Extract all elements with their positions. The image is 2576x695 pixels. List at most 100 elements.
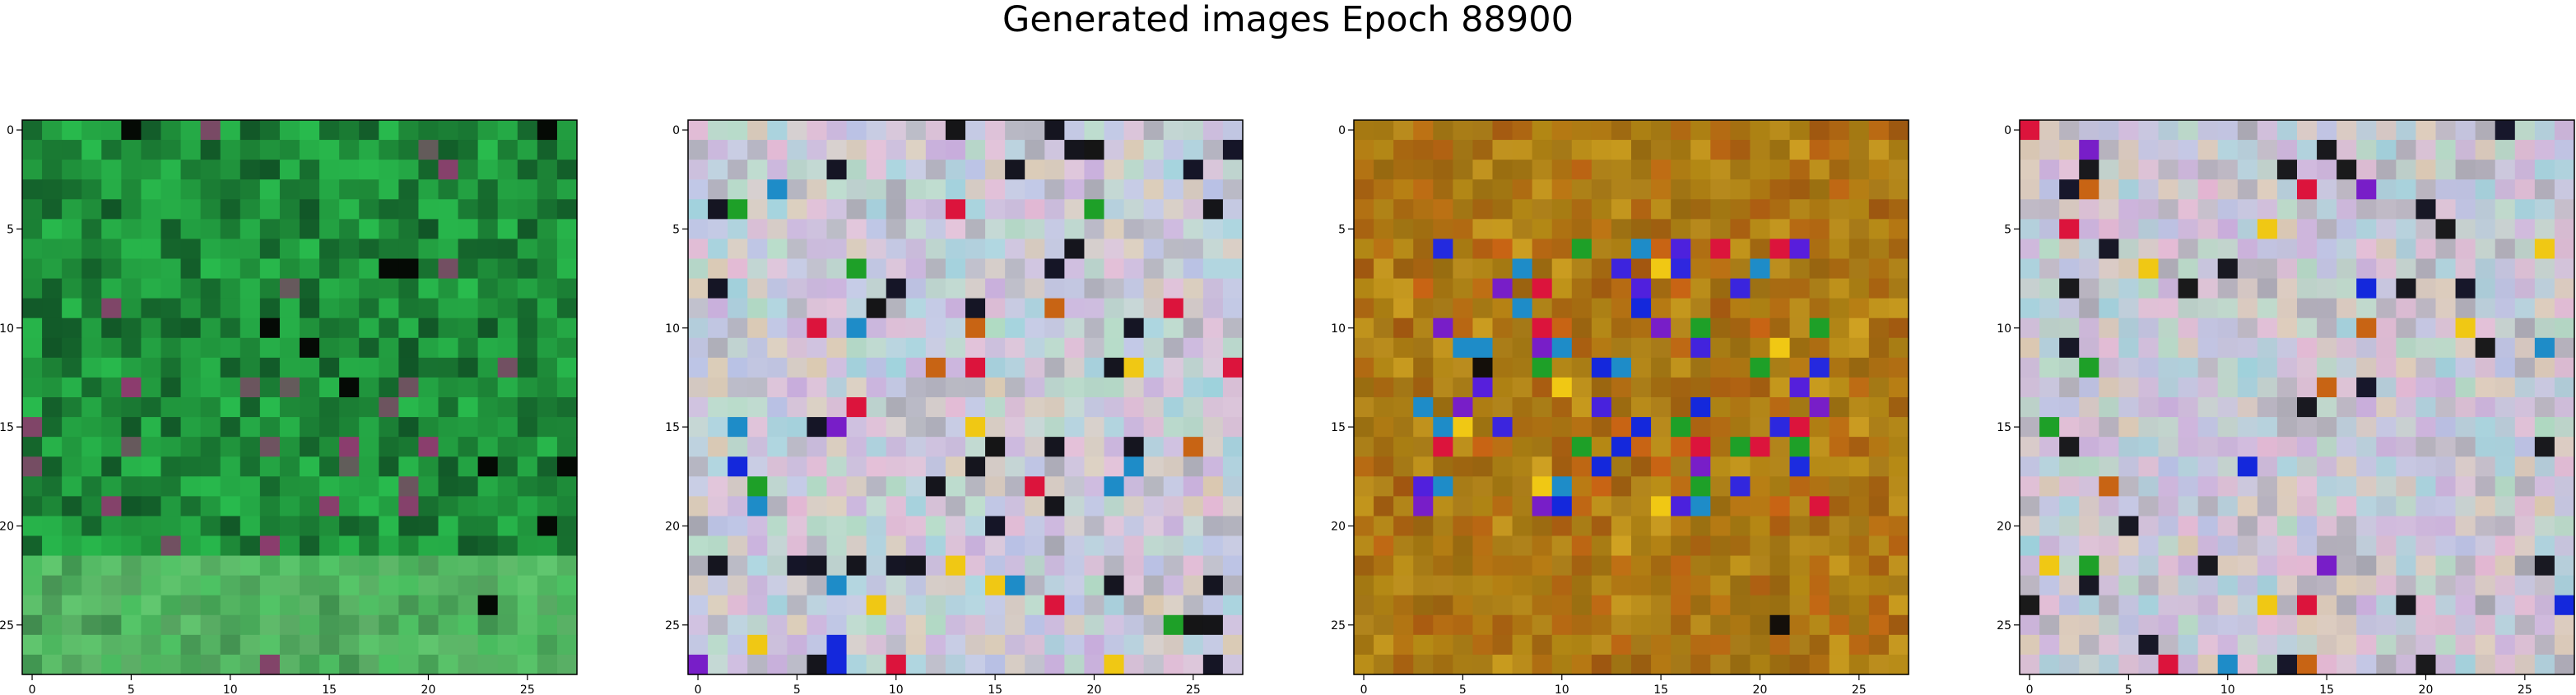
pixel-cell — [239, 417, 261, 438]
pixel-cell — [2079, 120, 2099, 141]
pixel-cell — [1005, 555, 1025, 577]
pixel-cell — [1651, 298, 1672, 319]
pixel-cell — [1143, 397, 1165, 418]
pixel-cell — [1354, 516, 1374, 537]
pixel-cell — [2297, 417, 2318, 438]
pixel-cell — [2495, 634, 2516, 656]
pixel-cell — [2337, 317, 2357, 339]
pixel-cell — [537, 377, 558, 398]
pixel-cell — [1393, 337, 1414, 359]
pixel-cell — [2416, 317, 2437, 339]
pixel-cell — [1671, 258, 1691, 280]
pixel-cell — [398, 654, 420, 675]
pixel-cell — [458, 199, 479, 220]
pixel-cell — [945, 595, 966, 616]
pixel-cell — [1183, 179, 1204, 200]
pixel-cell — [1631, 337, 1652, 359]
pixel-cell — [1888, 377, 1909, 398]
pixel-cell — [708, 219, 728, 240]
pixel-cell — [1374, 140, 1394, 160]
pixel-cell — [2554, 476, 2575, 497]
pixel-cell — [279, 417, 300, 438]
pixel-cell — [1671, 160, 1691, 180]
pixel-cell — [1393, 357, 1414, 378]
y-tick-label: 25 — [665, 619, 680, 632]
pixel-cell — [1571, 397, 1593, 418]
pixel-cell — [985, 575, 1006, 596]
pixel-cell — [886, 317, 907, 339]
pixel-cell — [300, 377, 320, 398]
pixel-cell — [1571, 595, 1593, 616]
pixel-cell — [1611, 535, 1632, 557]
pixel-cell — [1084, 516, 1105, 537]
pixel-cell — [2059, 516, 2080, 537]
pixel-cell — [1671, 437, 1691, 457]
pixel-cell — [1163, 377, 1184, 398]
pixel-cell — [905, 219, 927, 240]
pixel-cell — [101, 357, 122, 378]
pixel-cell — [2435, 535, 2457, 557]
y-tick-label: 5 — [1338, 223, 1346, 236]
pixel-cell — [1551, 654, 1573, 675]
pixel-cell — [2455, 634, 2476, 656]
pixel-cell — [1611, 437, 1632, 457]
pixel-cell — [1453, 278, 1474, 299]
pixel-cell — [1084, 476, 1105, 497]
pixel-cell — [2197, 357, 2219, 378]
pixel-cell — [1651, 219, 1672, 240]
pixel-cell — [160, 120, 182, 141]
pixel-cell — [300, 516, 320, 537]
pixel-cell — [141, 140, 162, 160]
pixel-cell — [2178, 397, 2199, 418]
pixel-cell — [1393, 535, 1414, 557]
pixel-cell — [121, 120, 142, 141]
pixel-cell — [2276, 654, 2298, 675]
pixel-cell — [2079, 397, 2099, 418]
pixel-cell — [1532, 437, 1553, 457]
pixel-cell — [42, 179, 63, 200]
pixel-cell — [826, 595, 848, 616]
pixel-cell — [2257, 337, 2278, 359]
pixel-cell — [1354, 120, 1374, 141]
pixel-cell — [2217, 317, 2239, 339]
pixel-cell — [1044, 317, 1065, 339]
pixel-cell — [2297, 397, 2318, 418]
pixel-cell — [1025, 239, 1045, 260]
pixel-cell — [2059, 377, 2080, 398]
pixel-cell — [787, 516, 808, 537]
pixel-cell — [1025, 219, 1045, 240]
pixel-cell — [537, 535, 558, 557]
pixel-cell — [42, 476, 63, 497]
pixel-cell — [2237, 120, 2258, 141]
pixel-cell — [2356, 456, 2377, 477]
pixel-cell — [1651, 614, 1672, 636]
pixel-cell — [925, 377, 946, 398]
pixel-cell — [1084, 140, 1105, 160]
pixel-cell — [1005, 160, 1025, 180]
pixel-cell — [141, 614, 162, 636]
pixel-cell — [2197, 298, 2219, 319]
pixel-cell — [945, 575, 966, 596]
pixel-cell — [2158, 337, 2179, 359]
pixel-cell — [438, 140, 459, 160]
pixel-cell — [1064, 120, 1086, 141]
pixel-cell — [300, 298, 320, 319]
pixel-cell — [1393, 555, 1414, 577]
pixel-cell — [537, 219, 558, 240]
pixel-cell — [1730, 357, 1751, 378]
pixel-cell — [1374, 317, 1394, 339]
pixel-cell — [1123, 337, 1145, 359]
pixel-cell — [279, 614, 300, 636]
pixel-cell — [359, 120, 379, 141]
pixel-cell — [2276, 575, 2298, 596]
pixel-cell — [2020, 496, 2040, 517]
pixel-cell — [1710, 575, 1731, 596]
pixel-cell — [1044, 654, 1065, 675]
pixel-cell — [2297, 278, 2318, 299]
pixel-cell — [2178, 298, 2199, 319]
pixel-cell — [886, 239, 907, 260]
pixel-cell — [2138, 337, 2160, 359]
pixel-cell — [497, 179, 518, 200]
pixel-cell — [1005, 575, 1025, 596]
pixel-cell — [239, 634, 261, 656]
